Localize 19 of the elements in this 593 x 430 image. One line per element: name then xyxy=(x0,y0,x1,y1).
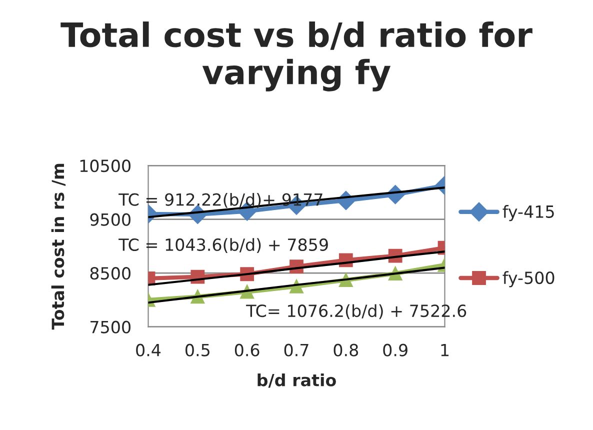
x-axis-title: b/d ratio xyxy=(258,373,336,388)
x-tick-label: 0.7 xyxy=(284,344,308,356)
annotation: TC = 912.22(b/d)+ 9177 xyxy=(118,192,322,208)
annotation: TC= 1076.2(b/d) + 7522.6 xyxy=(246,304,466,320)
x-tick-label: 0.5 xyxy=(186,344,210,356)
y-tick-label: 7500 xyxy=(90,320,130,334)
y-axis-title: Total cost in rs /m xyxy=(51,164,66,330)
y-tick-label: 8500 xyxy=(90,267,130,280)
legend-label: fy-500 xyxy=(502,271,554,288)
y-tick-label: 10500 xyxy=(80,160,130,172)
legend-label: fy-415 xyxy=(502,205,554,222)
x-tick-label: 0.9 xyxy=(383,344,408,356)
annotation: TC = 1043.6(b/d) + 7859 xyxy=(118,238,328,253)
x-tick-label: 1 xyxy=(441,344,449,356)
y-tick-label: 9500 xyxy=(90,213,130,226)
x-tick-label: 0.4 xyxy=(136,344,161,356)
chart-title: Total cost vs b/d ratio for varying fy xyxy=(60,22,532,92)
x-tick-label: 0.6 xyxy=(234,344,260,356)
x-tick-label: 0.8 xyxy=(334,344,358,356)
